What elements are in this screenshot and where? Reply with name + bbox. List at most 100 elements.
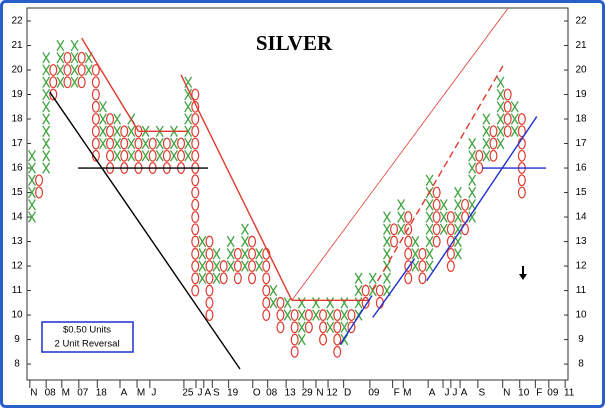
o-column <box>233 247 242 285</box>
o-column <box>347 309 356 334</box>
y-tick-label-right: 12 <box>575 261 587 272</box>
trendline <box>49 91 241 370</box>
y-tick-label: 14 <box>11 212 23 223</box>
x-box <box>127 150 136 162</box>
x-tick-label: J <box>445 388 450 399</box>
x-column <box>482 113 491 162</box>
y-tick-label-right: 8 <box>578 359 584 370</box>
o-box <box>446 223 455 236</box>
x-box <box>454 199 462 211</box>
x-box <box>28 150 36 162</box>
x-column <box>340 297 349 346</box>
y-tick-label-right: 17 <box>575 138 587 149</box>
trendline <box>372 258 416 318</box>
o-column <box>432 186 441 248</box>
x-box <box>354 284 363 297</box>
o-box <box>120 149 129 162</box>
o-box <box>418 260 427 272</box>
y-tick-label: 10 <box>11 310 23 321</box>
o-box <box>91 149 100 162</box>
x-box <box>340 309 349 321</box>
x-tick-label: 18 <box>96 388 108 399</box>
x-box <box>468 162 477 174</box>
x-box <box>42 162 51 174</box>
x-tick-label: 25 <box>182 388 194 399</box>
o-box <box>162 137 171 150</box>
o-column <box>276 296 285 334</box>
o-box <box>63 76 72 89</box>
o-box <box>276 309 285 321</box>
o-box <box>304 321 313 334</box>
x-box <box>368 272 377 284</box>
o-box <box>120 137 129 150</box>
x-box <box>454 186 462 199</box>
o-box <box>319 321 328 334</box>
x-box <box>425 199 434 211</box>
x-box <box>42 101 51 113</box>
x-box <box>42 76 51 88</box>
x-box <box>42 88 51 101</box>
x-tick-label: 19 <box>227 388 239 399</box>
x-box <box>42 113 51 125</box>
x-column <box>127 113 136 162</box>
x-box <box>241 260 249 272</box>
x-column <box>454 186 462 260</box>
x-box <box>425 248 434 260</box>
x-column <box>255 248 264 272</box>
o-box <box>361 284 370 297</box>
x-box <box>198 235 207 248</box>
x-box <box>312 309 320 321</box>
o-box <box>503 125 512 138</box>
o-box <box>191 260 200 272</box>
y-tick-label-right: 16 <box>575 163 587 174</box>
x-box <box>425 211 434 223</box>
x-box <box>454 223 462 235</box>
trendline <box>180 74 293 301</box>
o-box <box>191 149 200 162</box>
x-box <box>496 137 505 150</box>
o-box <box>191 100 200 113</box>
o-box <box>333 321 342 334</box>
o-box <box>432 186 441 199</box>
x-column <box>439 199 448 235</box>
x-box <box>141 150 150 162</box>
o-box <box>63 51 72 64</box>
legend-box <box>41 321 134 353</box>
o-box <box>205 235 214 248</box>
x-tick-label: 08 <box>45 388 57 399</box>
o-box <box>432 211 441 223</box>
o-box <box>418 247 427 260</box>
x-box <box>127 125 136 137</box>
x-box <box>198 272 207 284</box>
o-box <box>191 113 200 125</box>
o-column <box>219 260 228 285</box>
x-box <box>397 211 406 223</box>
x-column <box>56 39 65 88</box>
o-box <box>262 296 271 309</box>
o-box <box>205 272 214 285</box>
o-box <box>191 186 200 199</box>
o-box <box>177 137 186 150</box>
x-box <box>510 125 519 137</box>
y-tick-label: 18 <box>11 114 23 125</box>
o-column <box>35 174 44 199</box>
x-tick-label: N <box>30 388 37 399</box>
y-tick-label: 22 <box>11 16 23 27</box>
o-column <box>120 125 129 174</box>
x-column <box>283 297 292 321</box>
x-box <box>226 248 235 260</box>
o-column <box>361 284 370 309</box>
o-box <box>446 211 455 223</box>
o-box <box>319 309 328 321</box>
o-box <box>248 260 257 272</box>
x-box <box>56 64 65 76</box>
x-column <box>312 297 320 321</box>
x-box <box>510 113 519 125</box>
x-tick-label: A <box>204 388 211 399</box>
x-box <box>468 211 477 223</box>
o-box <box>262 309 271 321</box>
x-box <box>269 284 278 297</box>
x-column <box>141 125 150 162</box>
o-box <box>404 235 413 248</box>
x-column <box>28 150 36 223</box>
